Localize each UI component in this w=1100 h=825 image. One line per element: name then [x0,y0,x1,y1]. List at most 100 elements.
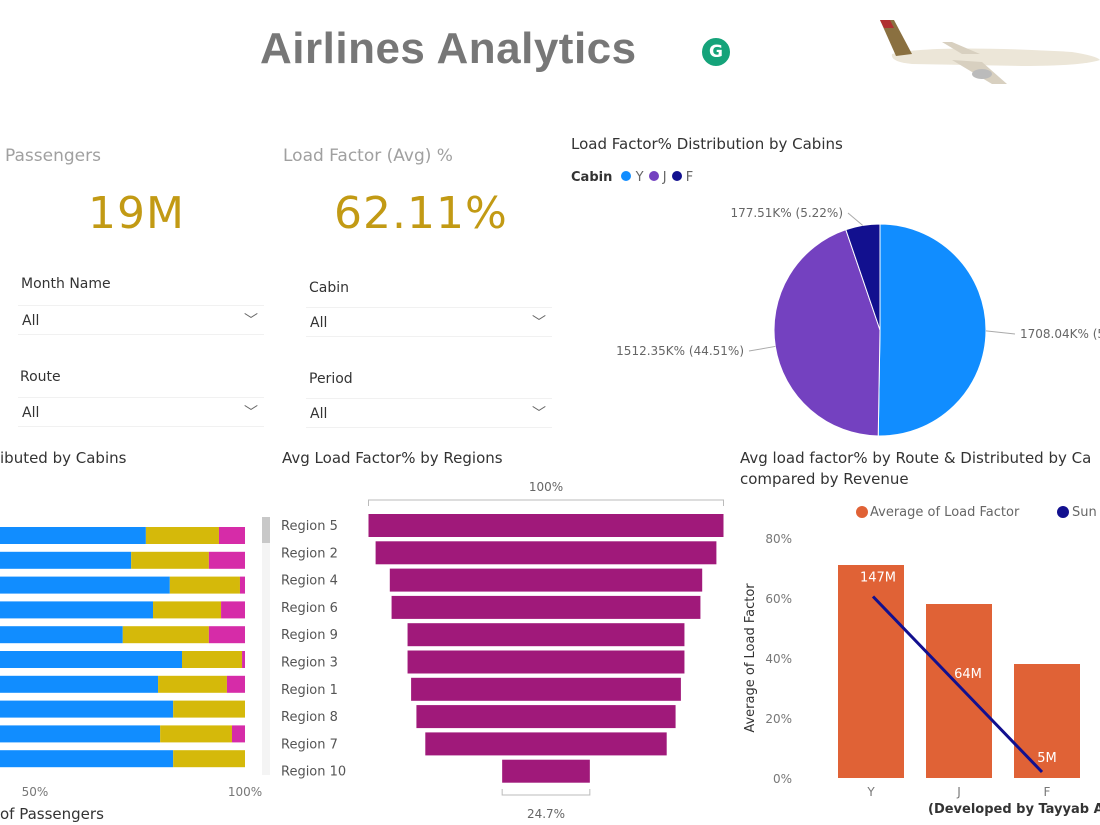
route-slicer-label: Route [20,369,61,385]
stacked-bar-segment [0,750,174,768]
line-data-label: 147M [860,571,896,586]
legend-dot [621,171,632,181]
pie-slice-Y [877,223,987,437]
developer-credit: (Developed by Tayyab A [928,802,1100,817]
legend-dot-line [1057,506,1069,518]
pie-legend-title: Cabin [571,170,613,185]
legend-item-J[interactable]: J [648,170,667,185]
legend-dot [648,171,659,181]
funnel-bar [502,759,590,783]
x-tick-label: Y [866,785,875,799]
kpi-passengers-value: 19M [88,188,185,239]
legend-label: Sun [1072,505,1097,520]
month-slicer-value: All [22,313,40,329]
funnel-bottom-label: 24.7% [527,807,565,821]
legend-item-Y[interactable]: Y [621,170,644,185]
combo-chart: Average of Load Factor Sun 0% 20% 40% 60% 80% A… [743,505,1097,799]
legend-label: Y [635,170,644,185]
stacked-bar-segment [239,576,245,594]
funnel-bar [407,623,685,647]
funnel-category-label: Region 7 [281,737,338,752]
legend-label: Average of Load Factor [870,505,1020,520]
stacked-bar-segment [131,551,209,569]
pie-leader-line [748,345,776,352]
funnel-bar [368,514,724,537]
line-data-label: 5M [1037,751,1057,766]
x-axis-title: of Passengers [0,805,104,823]
stacked-bar-segment [160,725,232,743]
pie-leader-line [985,330,1016,335]
route-slicer-dropdown[interactable]: All ﹀ [18,397,264,427]
funnel-category-label: Region 6 [281,601,338,616]
pie-slice-F [845,223,881,331]
funnel-category-label: Region 5 [281,519,338,534]
y-tick-label: 0% [773,772,792,786]
funnel-chart: 100% Region 5 Region 2 Region 4 Region 6 Regi… [281,480,724,821]
pie-legend: Cabin Y J F [571,170,693,185]
period-slicer-value: All [310,406,328,422]
combo-bar [1014,664,1080,778]
stacked-bar-chart: 50% 100% of Passengers [0,527,262,823]
stacked-bar-segment [0,700,174,718]
dashboard-title: Airlines Analytics [260,24,637,73]
cabin-slicer-dropdown[interactable]: All ﹀ [306,307,552,337]
y-tick-label: 80% [765,532,792,546]
combo-title: Avg load factor% by Route & Distributed … [740,449,1092,467]
revenue-line [871,595,1044,774]
legend-dot-bar [856,506,868,518]
legend-dot [671,171,682,181]
stacked-bar-segment [221,601,245,619]
stacked-bar-segment [0,626,123,644]
funnel-bar [425,732,667,756]
funnel-category-label: Region 10 [281,765,346,780]
scrollbar[interactable] [262,517,270,775]
scrollbar-thumb[interactable] [262,517,270,543]
stacked-bar-segment [208,551,245,569]
funnel-top-label: 100% [529,480,563,494]
route-slicer-value: All [22,405,40,421]
funnel-category-label: Region 3 [281,656,338,671]
pie-data-label: 177.51K% (5.22%) [730,206,843,220]
stacked-bar-segment [231,725,245,743]
stacked-bar-segment [145,527,219,544]
kpi-load-factor-value: 62.11% [334,188,508,239]
funnel-bar [375,541,717,565]
x-tick-label: F [1044,785,1051,799]
x-tick-label: 100% [228,785,262,799]
funnel-bar [389,568,703,592]
funnel-category-label: Region 8 [281,710,338,725]
legend-item-F[interactable]: F [671,170,694,185]
y-tick-label: 20% [765,712,792,726]
chevron-down-icon: ﹀ [532,315,546,331]
legend-label: F [685,170,694,185]
combo-bar [926,604,992,778]
line-data-label: 64M [954,667,982,682]
month-slicer-label: Month Name [21,276,111,292]
chevron-down-icon: ﹀ [244,405,258,421]
funnel-bar [391,595,701,619]
period-slicer-dropdown[interactable]: All ﹀ [306,398,552,428]
stacked-bar-segment [0,527,146,544]
funnel-bar [416,705,676,729]
kpi-load-factor-label: Load Factor (Avg) % [283,146,453,166]
funnel-category-label: Region 2 [281,546,338,561]
grammarly-icon[interactable]: G [700,36,732,68]
combo-bar [838,565,904,778]
stacked-bar-segment [0,651,182,668]
chevron-down-icon: ﹀ [244,313,258,329]
stacked-bar-segment [0,675,159,693]
funnel-bar [407,650,685,674]
combo-subtitle: compared by Revenue [740,470,909,488]
pie-chart: 1708.04K% (5 1512.35K% (44.51%) 177.51K% (… [616,206,1100,437]
stacked-bar-segment [242,651,245,668]
stacked-bar-segment [153,601,222,619]
stacked-bar-title: ibuted by Cabins [0,449,127,467]
stacked-bar-segment [0,576,170,594]
pie-data-label: 1512.35K% (44.51%) [616,344,744,358]
month-slicer-dropdown[interactable]: All ﹀ [18,305,264,335]
stacked-bar-segment [173,750,245,768]
stacked-bar-segment [0,601,154,619]
stacked-bar-segment [226,675,245,693]
stacked-bar-segment [208,626,245,644]
pie-slice-J [773,229,881,437]
